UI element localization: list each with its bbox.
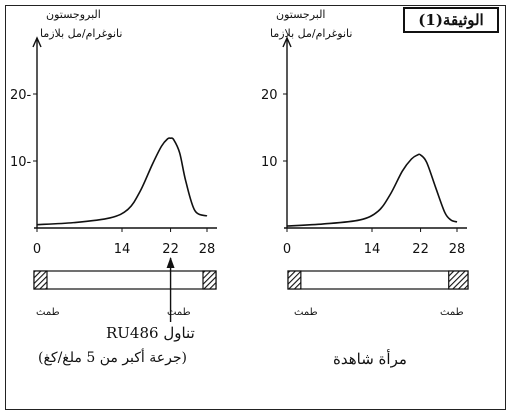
treatment-arrow-head bbox=[166, 257, 175, 268]
left-x-tick-label-28: 28 bbox=[199, 242, 216, 257]
right-y-tick-label-10: 10 bbox=[261, 155, 278, 170]
right-x-tick-label-28: 28 bbox=[449, 242, 466, 257]
chart-panel-treated: 10- 20- 0 14 22 28 bbox=[10, 36, 217, 290]
right-cycle-bar bbox=[287, 270, 469, 290]
right-x-tick-label-22: 22 bbox=[412, 242, 429, 257]
right-ylabel-line1: البرجستون bbox=[276, 8, 326, 21]
treatment-annotation: تناول RU486 bbox=[106, 324, 195, 342]
left-cycle-bar bbox=[33, 270, 217, 290]
right-x-tick-label-14: 14 bbox=[364, 242, 381, 257]
left-x-tick-label-0: 0 bbox=[33, 242, 41, 257]
control-caption: مرأة شاهدة bbox=[333, 350, 407, 368]
left-phase-label-start: طمث bbox=[36, 307, 60, 318]
left-x-tick-label-22: 22 bbox=[162, 242, 179, 257]
left-y-axis-arrowhead bbox=[32, 36, 42, 48]
document-frame bbox=[5, 5, 506, 410]
document-title: الوثيقة(1) bbox=[403, 7, 499, 33]
left-phase-label-end: طمث bbox=[167, 307, 191, 318]
right-x-tick-label-0: 0 bbox=[283, 242, 291, 257]
right-y-tick-label-20: 20 bbox=[261, 88, 278, 103]
right-y-axis-arrowhead bbox=[282, 36, 292, 48]
treatment-arrow bbox=[166, 257, 175, 322]
right-ylabel-line2: نانوغرام/مل بلازما bbox=[270, 27, 353, 40]
left-menses-segment-1 bbox=[33, 270, 48, 290]
left-ylabel-line2: نانوغرام/مل بلازما bbox=[40, 27, 123, 40]
right-phase-label-end: طمث bbox=[440, 307, 464, 318]
left-menses-segment-2 bbox=[202, 270, 217, 290]
right-progesterone-curve bbox=[286, 153, 458, 227]
dose-annotation: (جرعة أكبر من 5 ملغ/كغ) bbox=[38, 350, 187, 366]
chart-panel-control: 10 20 0 14 22 28 bbox=[261, 36, 469, 290]
right-menses-segment-1 bbox=[287, 270, 302, 290]
right-phase-label-start: طمث bbox=[294, 307, 318, 318]
left-y-tick-label-20: 20- bbox=[10, 88, 32, 103]
left-x-tick-label-14: 14 bbox=[114, 242, 131, 257]
left-ylabel-line1: البروجستون bbox=[46, 8, 101, 21]
left-y-tick-label-10: 10- bbox=[10, 155, 32, 170]
right-menses-segment-2 bbox=[448, 270, 469, 290]
left-progesterone-curve bbox=[36, 137, 208, 226]
